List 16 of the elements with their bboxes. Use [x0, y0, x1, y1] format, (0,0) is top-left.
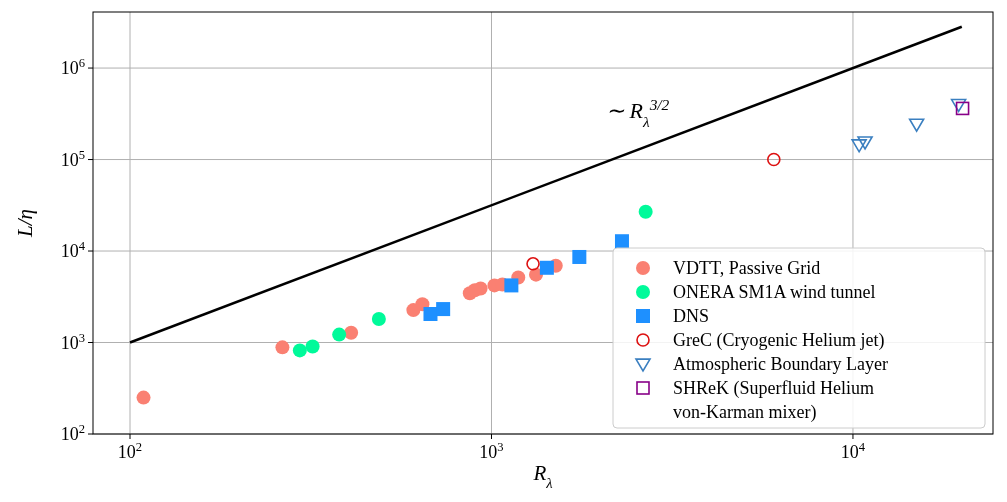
y-tick-label: 10$^{5}$: [60, 147, 85, 170]
y-tick-label: 10$^{6}$: [60, 56, 85, 79]
y-tick-label: 10$^{3}$: [60, 330, 85, 353]
y-axis-title: L/η: [13, 209, 37, 238]
legend-label: VDTT, Passive Grid: [673, 258, 821, 278]
y-tick-label: 10$^{4}$: [60, 239, 86, 262]
legend-label: Atmospheric Boundary Layer: [673, 354, 888, 374]
legend-label: GreC (Cryogenic Helium jet): [673, 330, 885, 351]
legend-label: DNS: [673, 306, 710, 326]
y-tick-label: 10$^{2}$: [60, 422, 85, 444]
legend-label: ONERA SM1A wind tunnel: [673, 282, 876, 302]
x-tick-label: 10$^{3}$: [479, 440, 504, 462]
x-tick-label: 10$^{4}$: [840, 440, 866, 462]
x-tick-label: 10$^{2}$: [117, 440, 143, 462]
legend-label: SHReK (Superfluid Helium von-Karman mixer): [673, 378, 874, 423]
x-axis-title: R$_{λ}$: [532, 461, 553, 491]
